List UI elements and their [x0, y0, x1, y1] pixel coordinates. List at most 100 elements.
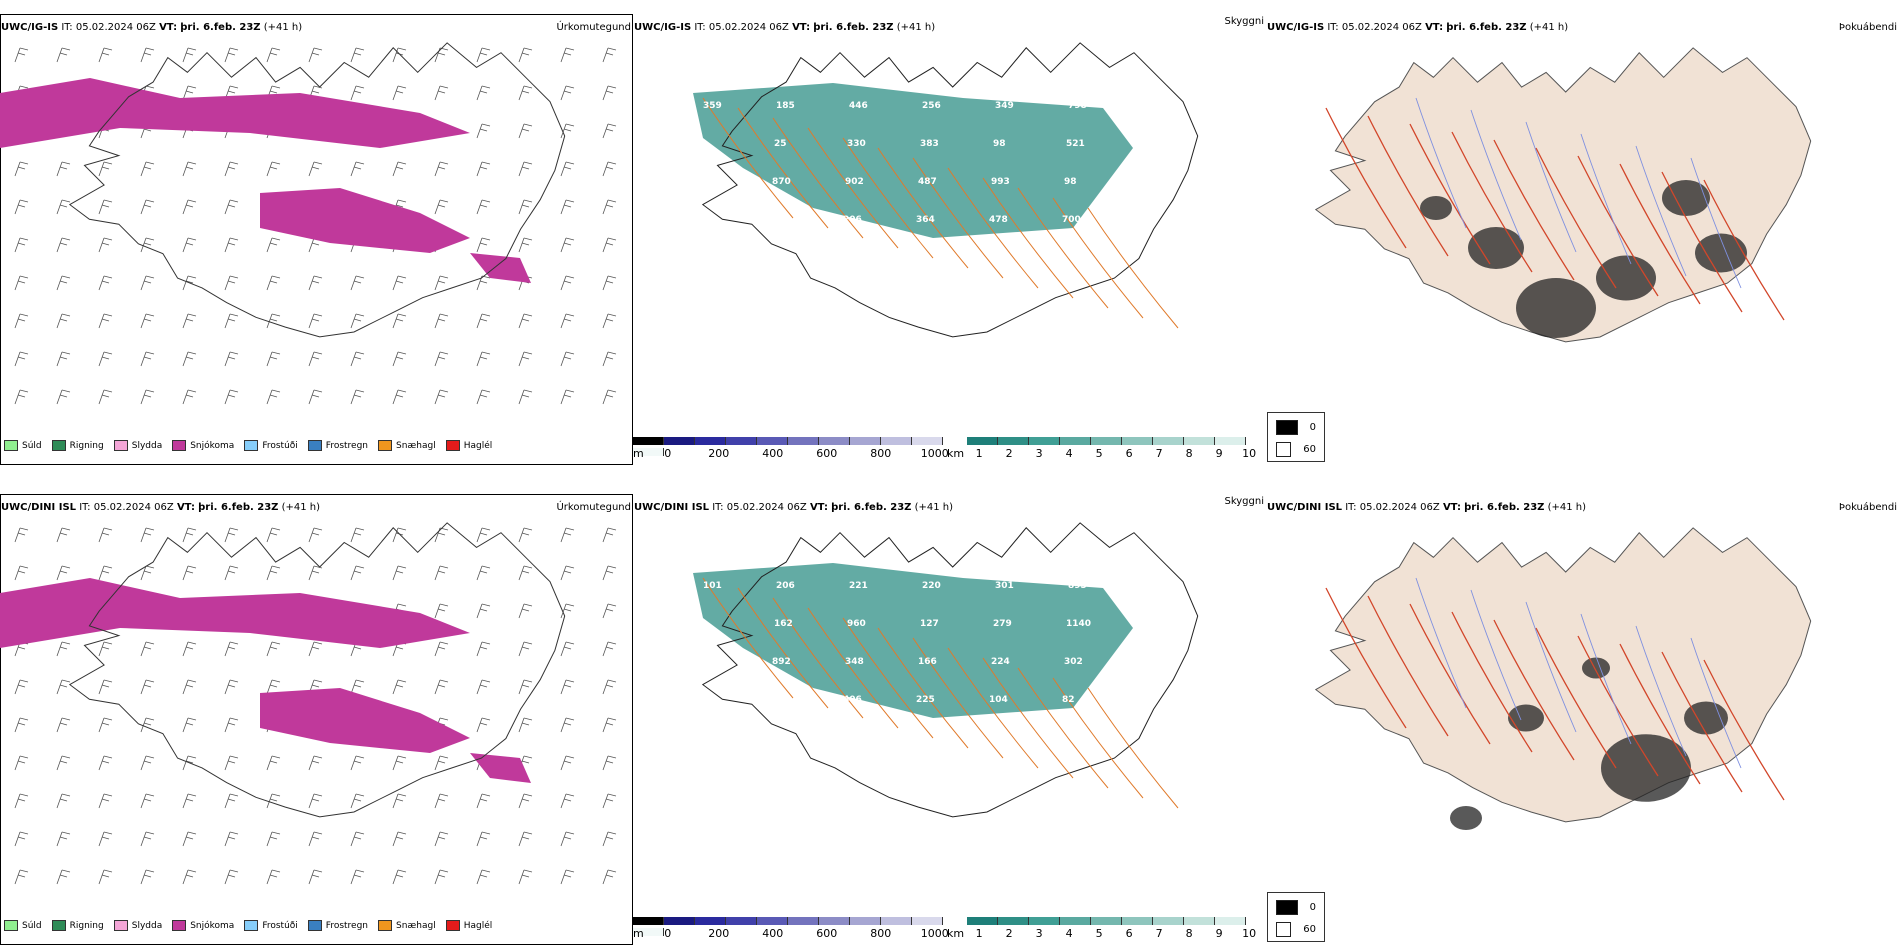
low-visibility-area	[693, 83, 1133, 238]
wind-barb	[56, 831, 71, 847]
visibility-value-label: 330	[847, 139, 866, 149]
tick-label: 200	[708, 447, 730, 460]
legend-swatch	[4, 440, 18, 451]
panel-title: UWC/IG-IS IT: 05.02.2024 06Z VT: þri. 6.…	[634, 22, 936, 33]
wind-barb	[434, 275, 449, 291]
legend-label: Snæhagl	[396, 920, 436, 931]
wind-barb	[308, 755, 323, 771]
wind-barb	[14, 755, 29, 771]
wind-barb	[56, 527, 71, 543]
road	[1493, 619, 1575, 761]
wind-barb	[602, 755, 617, 771]
wind-barb	[350, 831, 365, 847]
tick-label: 5	[1095, 927, 1103, 940]
road	[1493, 139, 1575, 281]
wind-barb	[14, 275, 29, 291]
wind-barb	[560, 237, 575, 253]
legend-label: Súld	[22, 920, 42, 931]
wind-barb	[266, 679, 281, 695]
wind-barb	[182, 275, 197, 291]
visibility-value-label: 127	[920, 619, 939, 629]
tick-label: 9	[1215, 927, 1223, 940]
wind-barb	[476, 199, 491, 215]
colorbar-segment	[912, 437, 943, 445]
visibility-value-label: 274	[1139, 619, 1158, 629]
visibility-value-label: 237	[1141, 101, 1160, 111]
wind-barb	[518, 47, 533, 63]
wind-barb	[518, 527, 533, 543]
wind-barb	[266, 793, 281, 809]
unit-label: m	[633, 447, 644, 460]
road	[1619, 163, 1701, 305]
wind-barb	[476, 351, 491, 367]
colorbar-m-ticks: m 0 200 400 600 800 1000	[633, 927, 962, 940]
wind-barb	[392, 831, 407, 847]
unit-label: km	[947, 927, 965, 940]
wind-barb	[434, 679, 449, 695]
wind-barb	[140, 275, 155, 291]
wind-barb	[98, 869, 113, 885]
wind-barb	[266, 565, 281, 581]
wind-barb	[14, 313, 29, 329]
colorbar-segment	[664, 437, 695, 445]
wind-barb	[182, 161, 197, 177]
snowfall-area	[260, 188, 470, 253]
visibility-value-label: 892	[772, 657, 791, 667]
wind-barb	[476, 389, 491, 405]
wind-barb	[182, 47, 197, 63]
tick-label: 1	[975, 927, 983, 940]
fog-legend-swatch-high	[1276, 922, 1292, 937]
wind-barb	[224, 199, 239, 215]
legend-label: Rigning	[69, 920, 104, 931]
road	[877, 627, 969, 749]
wind-barb	[98, 275, 113, 291]
wind-barb	[476, 85, 491, 101]
wind-barb	[518, 603, 533, 619]
visibility-value-label: 521	[1066, 139, 1085, 149]
wind-barb	[140, 793, 155, 809]
road	[1619, 643, 1701, 785]
tick-label: 400	[762, 927, 784, 940]
wind-barb	[602, 47, 617, 63]
panel-title: UWC/DINI ISL IT: 05.02.2024 06Z VT: þri.…	[1267, 502, 1587, 513]
road	[1535, 627, 1617, 769]
wind-barb	[392, 869, 407, 885]
visibility-value-label: 101	[703, 581, 722, 591]
wind-barb	[182, 313, 197, 329]
wind-barb	[602, 199, 617, 215]
tick-label: 0	[664, 927, 672, 940]
fog-map	[1314, 47, 1812, 343]
wind-barb	[140, 313, 155, 329]
wind-barb	[434, 351, 449, 367]
wind-barb	[98, 351, 113, 367]
wind-barb	[434, 85, 449, 101]
legend-item: Súld	[4, 920, 42, 931]
wind-barb	[98, 237, 113, 253]
wind-barb	[140, 755, 155, 771]
wind-barb	[476, 831, 491, 847]
visibility-value-label: 902	[845, 177, 864, 187]
coastline	[68, 522, 566, 818]
colorbar-km-ticks: km 1 2 3 4 5 6 7 8 9 10	[947, 927, 1264, 940]
colorbar-segment	[633, 448, 664, 456]
wind-barb	[434, 527, 449, 543]
tick-label: 7	[1155, 447, 1163, 460]
wind-barb	[560, 313, 575, 329]
tick-label: 600	[816, 447, 838, 460]
fog-area	[1662, 180, 1710, 216]
visibility-value-label: 895	[1068, 581, 1087, 591]
visibility-value-label: 993	[991, 177, 1010, 187]
wind-barb	[518, 123, 533, 139]
wind-barb	[560, 869, 575, 885]
legend-swatch	[378, 920, 393, 931]
wind-barb	[392, 85, 407, 101]
wind-barb	[518, 199, 533, 215]
colorbar-km-ticks: km 1 2 3 4 5 6 7 8 9 10	[947, 447, 1264, 460]
legend-item: Slydda	[113, 440, 162, 451]
colorbar-segment	[819, 437, 850, 445]
wind-barb	[140, 199, 155, 215]
wind-barb	[182, 679, 197, 695]
fog-area	[1468, 227, 1524, 269]
visibility-value-label: 383	[920, 139, 939, 149]
visibility-value-label: 206	[776, 581, 795, 591]
